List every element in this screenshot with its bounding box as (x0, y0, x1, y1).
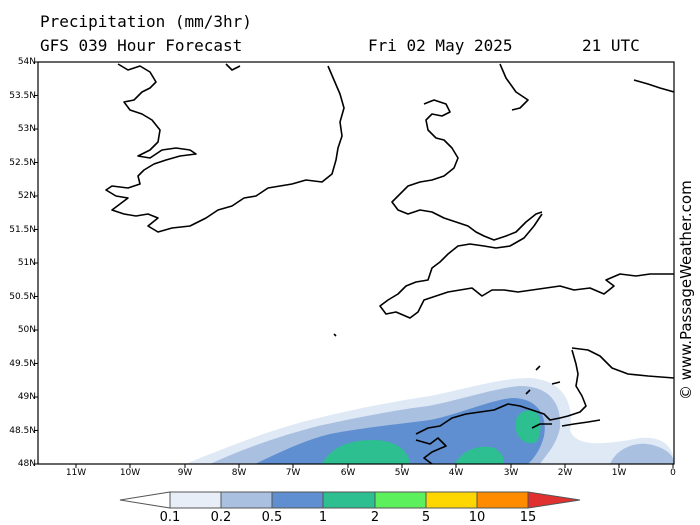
lat-label: 49N (17, 392, 36, 402)
precip-band-0-5 (255, 398, 545, 464)
england-east-coast (633, 79, 674, 93)
lat-label: 53.5N (9, 90, 36, 101)
lon-label: 7W (285, 468, 301, 478)
colorbar-label: 0.1 (159, 510, 181, 525)
colorbar-label: 2 (370, 510, 380, 525)
precipitation-colorbar (119, 491, 581, 509)
colorbar-cell-10 (476, 491, 529, 509)
colorbar-label: 0.2 (210, 510, 232, 525)
forecast-date: Fri 02 May 2025 (368, 36, 513, 55)
precip-band-1-brittany (516, 410, 541, 444)
colorbar-cell-2 (374, 491, 427, 509)
map-frame (37, 61, 675, 465)
ireland-coast (105, 63, 345, 233)
forecast-subtitle: GFS 039 Hour Forecast (40, 36, 243, 55)
colorbar-cell-1 (322, 491, 376, 509)
colorbar-label: 5 (421, 510, 431, 525)
lon-label: 1W (611, 468, 627, 478)
lat-label: 49.5N (9, 358, 36, 369)
precip-band-1-east (455, 446, 504, 464)
lat-label: 53N (17, 124, 36, 134)
lon-label: 8W (231, 468, 247, 478)
chart-title: Precipitation (mm/3hr) (40, 12, 252, 31)
precip-band-1-west (322, 440, 410, 464)
lat-label: 50.5N (9, 291, 36, 302)
colorbar-label: 1 (318, 510, 328, 525)
precip-band-0-2-east (610, 443, 674, 464)
lon-label: 9W (177, 468, 193, 478)
colorbar-label: 0.5 (261, 510, 283, 525)
lat-label: 50N (17, 325, 36, 335)
colorbar-label: 10 (468, 510, 486, 525)
lon-label: 3W (503, 468, 519, 478)
colorbar-cell-0-2 (220, 491, 273, 509)
colorbar-cell-0-5 (271, 491, 324, 509)
colorbar-label: 15 (519, 510, 537, 525)
lat-label: 54N (17, 57, 36, 67)
lat-label: 48N (17, 459, 36, 469)
precipitation-field (185, 378, 674, 464)
lon-label: 5W (394, 468, 410, 478)
lon-label: 2W (557, 468, 573, 478)
lon-label: 0 (670, 468, 676, 478)
ireland-north-coast (225, 63, 241, 71)
england-north-coast (499, 63, 529, 111)
lon-label: 4W (448, 468, 464, 478)
colorbar-right-arrow (527, 491, 581, 509)
lon-label: 6W (340, 468, 356, 478)
coastlines (105, 63, 674, 464)
lat-label: 52.5N (9, 157, 36, 168)
brittany-coast (415, 349, 601, 464)
forecast-time: 21 UTC (582, 36, 640, 55)
colorbar-cell-5 (425, 491, 478, 509)
axis-ticks (34, 61, 674, 468)
channel-islands (333, 333, 561, 395)
lat-label: 48.5N (9, 425, 36, 436)
lon-label: 11W (65, 468, 87, 478)
lat-label: 51.5N (9, 224, 36, 235)
lat-label: 52N (17, 191, 36, 201)
normandy-coast (571, 347, 674, 379)
lat-label: 51N (17, 258, 36, 268)
colorbar-left-arrow (119, 491, 171, 509)
wales-coast (391, 99, 543, 241)
colorbar-cell-0-1 (169, 491, 222, 509)
lon-label: 10W (119, 468, 141, 478)
southwest-england-coast (379, 213, 674, 319)
